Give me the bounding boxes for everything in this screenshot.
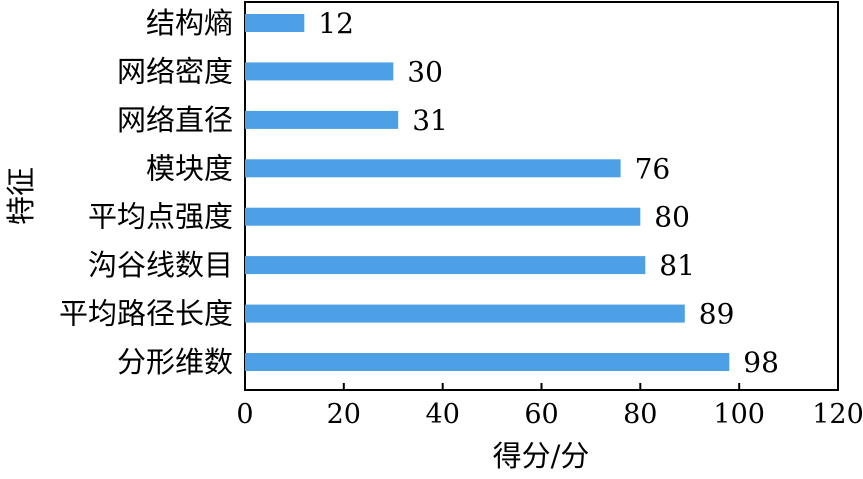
bar [245,256,646,275]
bar-value-label: 89 [699,298,735,331]
bar [245,62,394,81]
x-tick-label: 40 [426,399,460,430]
bar-value-label: 31 [412,104,448,137]
plot-frame [244,1,839,391]
bar [245,207,641,226]
x-tick-label: 100 [713,399,765,430]
bar-value-label: 30 [407,55,443,88]
x-tick-label: 60 [524,399,558,430]
x-tick-label: 0 [236,399,253,430]
bar [245,14,305,32]
bar-value-label: 98 [743,346,779,379]
bar-value-label: 81 [659,249,695,282]
bar [245,304,685,323]
bar [245,353,730,371]
bar-value-label: 12 [318,7,354,40]
x-axis-title: 得分/分 [493,439,590,473]
category-label: 模块度 [146,151,233,185]
x-ticks-group: 0 20 40 60 80 100 120 [236,383,863,430]
x-tick-label: 120 [812,399,863,430]
bars-group [245,14,730,371]
category-label: 沟谷线数目 [88,248,233,282]
category-label: 结构熵 [146,6,233,40]
bar [245,159,621,178]
category-label: 平均路径长度 [59,297,233,331]
bar-value-label: 76 [635,152,671,185]
category-label: 网络密度 [117,54,233,88]
category-label: 网络直径 [117,103,233,137]
category-label: 分形维数 [117,345,233,379]
bar [245,110,399,129]
x-tick-label: 20 [327,399,361,430]
category-label: 平均点强度 [88,200,233,234]
y-axis-title: 特征 [4,167,38,225]
x-tick-label: 80 [623,399,657,430]
bar-value-label: 80 [654,201,690,234]
